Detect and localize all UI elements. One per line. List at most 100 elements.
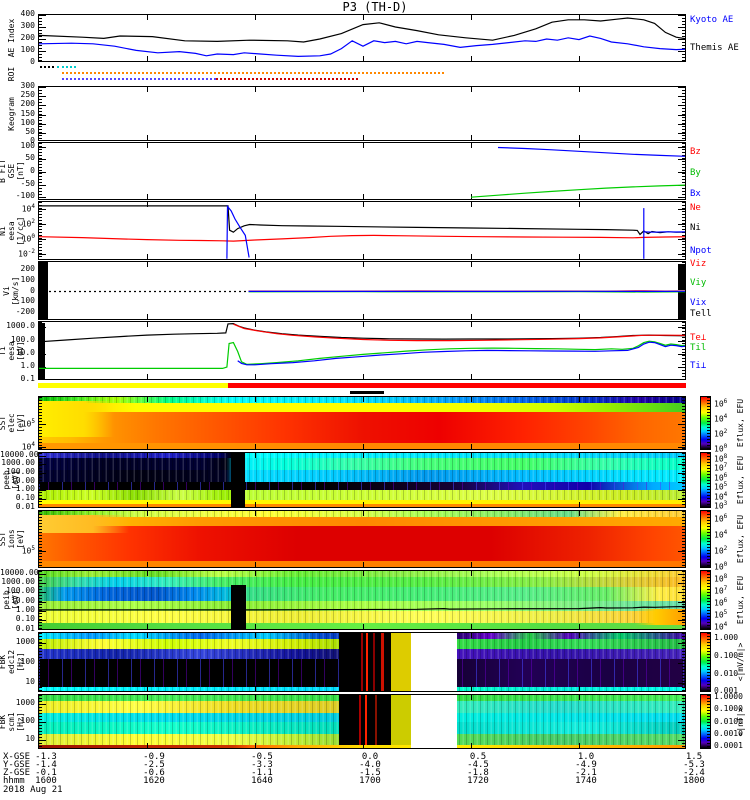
minor-ticks-left [39, 695, 42, 748]
minor-ticks-right [682, 695, 685, 748]
xaxis-value: 1640 [251, 776, 273, 786]
x-tick [363, 194, 364, 199]
esa-elec-band [39, 490, 685, 500]
x-tick [255, 143, 256, 148]
x-tick [471, 743, 472, 748]
y-tick [678, 447, 685, 449]
y-tick [678, 302, 685, 304]
y-tick-label: 0 [30, 285, 35, 295]
xaxis-value: -1.1 [251, 768, 273, 778]
axis-label-sst-ion: [eV] [15, 529, 25, 549]
y-tick [678, 313, 685, 315]
minor-ticks-left [39, 397, 42, 449]
y-tick-label: 0.10 [15, 492, 35, 502]
y-tick-label: 50 [25, 153, 35, 163]
colorbar-unit: Eflux, EFU [736, 514, 745, 564]
legend-ti⊥: Ti⊥ [690, 361, 707, 371]
y-tick [678, 592, 685, 594]
y-tick [678, 551, 685, 553]
minor-ticks-left [39, 262, 42, 319]
minor-ticks-left [39, 633, 42, 691]
fbk-scm-overlay [359, 695, 361, 745]
colorbar-label: 108 [714, 572, 728, 584]
panel-roi [38, 63, 686, 85]
axis-label-esa-ion: peib [2, 590, 11, 610]
fbk-scm-band [39, 745, 685, 748]
y-tick [39, 39, 46, 40]
fbk-scm-overlay [411, 695, 457, 748]
y-tick-label: -100 [15, 296, 35, 306]
series-b-blue [497, 146, 685, 157]
axis-label-sst-elec: SST [0, 415, 7, 431]
x-tick [147, 511, 148, 516]
x-tick [147, 202, 148, 207]
colorbar-unit: Eflux, EFU [736, 455, 745, 505]
y-tick-label: 1000.00 [1, 458, 35, 468]
x-tick [363, 624, 364, 629]
y-tick-label: 100.00 [6, 586, 35, 596]
colorbar-label: 105 [714, 608, 728, 620]
sst-elec-band [39, 403, 685, 412]
y-tick-label: 10.0 [15, 347, 35, 357]
x-tick [579, 322, 580, 327]
x-tick [471, 453, 472, 458]
y-tick-label: 10.00 [10, 595, 35, 605]
colorbar-unit: <|mV/m|> [736, 642, 745, 682]
x-tick [147, 87, 148, 92]
sst-ion-band [39, 511, 685, 517]
colorbar-label: 1.000 [714, 633, 739, 642]
x-tick [147, 686, 148, 691]
xaxis-value: -0.1 [35, 768, 57, 778]
xaxis-value: 1600 [35, 776, 57, 786]
axis-label-sst-ion: SST [0, 531, 7, 547]
series-ti_par [39, 340, 685, 370]
y-tick [39, 498, 46, 500]
panel-esa-ion [38, 570, 686, 630]
x-tick [363, 374, 364, 379]
xaxis-value: -1.4 [35, 760, 57, 770]
y-tick-label: 1000.00 [1, 577, 35, 587]
y-tick [678, 642, 685, 644]
plot-title: P3 (TH-D) [342, 0, 408, 14]
y-tick [678, 96, 685, 98]
legend-til: Til [690, 343, 707, 353]
sst-ion-overlay [39, 515, 129, 533]
minor-ticks-right [682, 143, 685, 199]
y-tick [678, 238, 685, 240]
esa-ion-band [39, 571, 685, 577]
xaxis-value: -1.5 [359, 768, 381, 778]
y-tick [39, 114, 46, 116]
minor-ticks-right [682, 322, 685, 379]
esa-ion-overlay [635, 609, 685, 625]
y-tick-label: 10-2 [18, 247, 35, 259]
y-tick [678, 327, 685, 329]
x-tick [147, 633, 148, 638]
y-tick [39, 551, 46, 553]
x-tick [579, 254, 580, 259]
xaxis-value: 0.5 [469, 752, 487, 762]
x-tick [255, 15, 256, 20]
x-tick [363, 444, 364, 449]
x-tick [255, 444, 256, 449]
esa-elec-band [39, 458, 685, 470]
panel-ae-index [38, 14, 686, 62]
x-tick [363, 502, 364, 507]
y-tick [39, 96, 46, 98]
esa-ion-series [39, 605, 685, 611]
x-tick [255, 502, 256, 507]
colorbar-label: 107 [714, 584, 728, 596]
minor-ticks-left [39, 571, 42, 629]
y-tick [39, 209, 46, 211]
axis-label-velocity: Vi [2, 285, 11, 296]
colorbar-sst-elec [700, 396, 711, 450]
x-tick [255, 571, 256, 576]
axis-label-temperature: eesa [6, 340, 16, 361]
y-tick-label: 10 [25, 734, 35, 744]
xaxis-value: -2.5 [143, 760, 165, 770]
xaxis-value: -2.4 [683, 768, 705, 778]
y-tick [678, 722, 685, 724]
colorbar-label: 104 [714, 620, 728, 632]
y-tick-label: 100 [20, 274, 35, 284]
x-tick [363, 743, 364, 748]
x-tick [471, 686, 472, 691]
